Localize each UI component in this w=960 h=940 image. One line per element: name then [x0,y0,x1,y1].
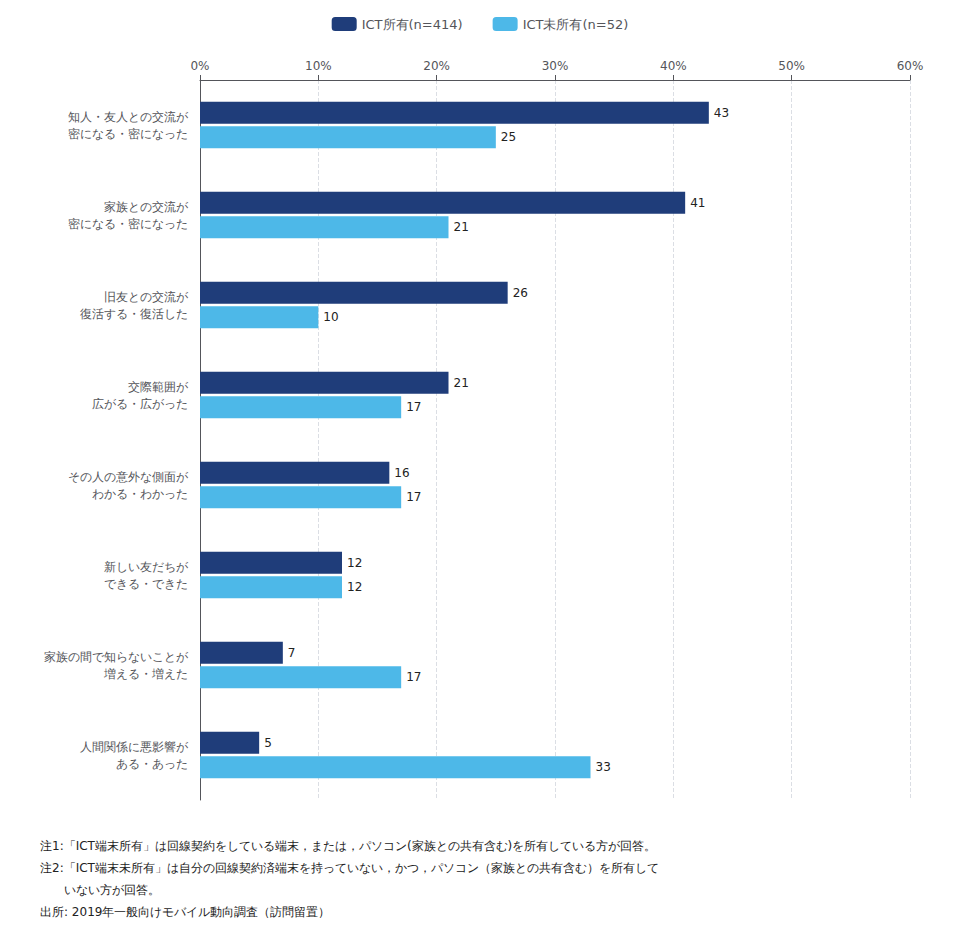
svg-text:増える・増えた: 増える・増えた [103,667,188,681]
svg-text:密になる・密になった: 密になる・密になった [68,217,188,231]
svg-text:旧友との交流が: 旧友との交流が [104,290,189,304]
svg-text:21: 21 [454,220,469,234]
svg-text:注2:「ICT端末未所有」は自分の回線契約済端末を持っていな: 注2:「ICT端末未所有」は自分の回線契約済端末を持っていない，かつ，パソコン（… [40,861,659,875]
svg-text:26: 26 [513,286,528,300]
svg-text:40%: 40% [660,59,687,73]
svg-text:ある・あった: ある・あった [116,757,188,771]
svg-text:12: 12 [347,556,362,570]
svg-text:33: 33 [596,760,611,774]
svg-text:密になる・密になった: 密になる・密になった [68,127,188,141]
svg-text:広がる・広がった: 広がる・広がった [92,397,188,411]
svg-text:注1:「ICT端末所有」は回線契約をしている端末，または，パ: 注1:「ICT端末所有」は回線契約をしている端末，または，パソコン(家族との共有… [40,839,656,853]
svg-text:新しい友だちが: 新しい友だちが [104,560,189,574]
svg-text:復活する・復活した: 復活する・復活した [80,307,188,321]
svg-text:出所: 2019年一般向けモバイル動向調査（訪問留置）: 出所: 2019年一般向けモバイル動向調査（訪問留置） [40,905,330,919]
svg-text:0%: 0% [190,59,209,73]
svg-text:ICT未所有(n=52): ICT未所有(n=52) [523,17,629,32]
svg-text:17: 17 [406,490,421,504]
svg-text:家族の間で知らないことが: 家族の間で知らないことが [44,650,189,664]
svg-text:人間関係に悪影響が: 人間関係に悪影響が [80,740,189,754]
svg-text:17: 17 [406,670,421,684]
svg-text:わかる・わかった: わかる・わかった [92,487,188,501]
svg-text:21: 21 [454,376,469,390]
svg-text:16: 16 [394,466,409,480]
svg-text:できる・できた: できる・できた [104,577,188,591]
svg-text:12: 12 [347,580,362,594]
svg-text:10%: 10% [305,59,332,73]
svg-text:その人の意外な側面が: その人の意外な側面が [68,470,189,484]
svg-text:60%: 60% [897,59,924,73]
svg-text:10: 10 [323,310,338,324]
svg-text:41: 41 [690,196,705,210]
svg-text:7: 7 [288,646,296,660]
svg-text:家族との交流が: 家族との交流が [104,200,189,214]
svg-text:50%: 50% [778,59,805,73]
svg-text:知人・友人との交流が: 知人・友人との交流が [68,110,189,124]
svg-text:20%: 20% [423,59,450,73]
svg-text:17: 17 [406,400,421,414]
svg-text:ICT所有(n=414): ICT所有(n=414) [362,17,463,32]
svg-text:43: 43 [714,106,729,120]
svg-text:交際範囲が: 交際範囲が [128,380,189,394]
svg-text:25: 25 [501,130,516,144]
svg-text:5: 5 [264,736,272,750]
svg-text:いない方が回答。: いない方が回答。 [40,883,160,897]
svg-text:30%: 30% [542,59,569,73]
